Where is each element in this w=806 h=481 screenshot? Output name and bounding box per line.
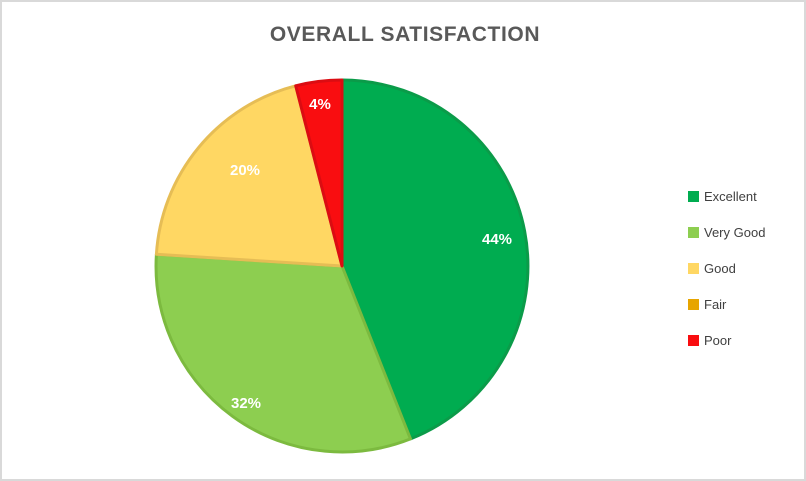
legend-swatch-very-good-icon <box>688 227 699 238</box>
pie-slice-poor <box>294 78 344 268</box>
legend-item-excellent: Excellent <box>688 188 765 205</box>
legend-label-very-good: Very Good <box>704 225 766 240</box>
legend-label-good: Good <box>704 261 736 276</box>
pie-slice-excellent <box>340 78 530 441</box>
legend-label-excellent: Excellent <box>704 189 757 204</box>
legend-swatch-good-icon <box>688 263 699 274</box>
legend-label-fair: Fair <box>704 297 727 312</box>
legend-item-good: Good <box>688 260 765 277</box>
data-label-very-good: 32% <box>231 395 261 412</box>
pie-slice-good <box>154 84 344 268</box>
pie-slice-very-good <box>154 252 412 454</box>
legend-item-poor: Poor <box>688 332 765 349</box>
chart-legend: Excellent Very Good Good Fair Poor <box>688 188 765 349</box>
chart-title: OVERALL SATISFACTION <box>269 23 541 46</box>
legend-swatch-poor-icon <box>688 335 699 346</box>
legend-item-very-good: Very Good <box>688 224 765 241</box>
legend-swatch-excellent-icon <box>688 191 699 202</box>
data-label-excellent: 44% <box>482 231 512 248</box>
data-label-poor: 4% <box>309 96 331 113</box>
data-label-good: 20% <box>230 162 260 179</box>
legend-item-fair: Fair <box>688 296 765 313</box>
legend-label-poor: Poor <box>704 333 732 348</box>
legend-swatch-fair-icon <box>688 299 699 310</box>
